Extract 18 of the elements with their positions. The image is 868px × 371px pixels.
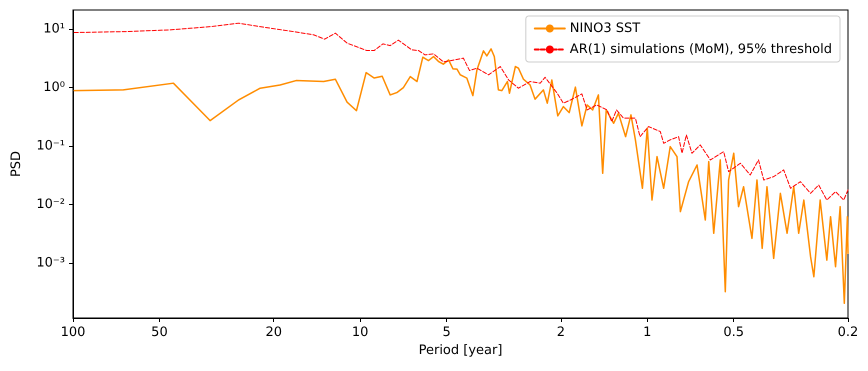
x-tick-label: 20 (265, 325, 282, 340)
x-tick-label: 100 (60, 325, 86, 340)
legend-label: NINO3 SST (570, 21, 640, 36)
x-tick-label: 1 (643, 325, 652, 340)
y-tick-label: 10⁰ (43, 80, 65, 95)
y-tick-label: 10⁻³ (36, 256, 65, 271)
x-tick-label: 0.2 (838, 325, 858, 340)
y-tick-label: 10¹ (43, 21, 65, 36)
y-axis-title: PSD (9, 150, 24, 178)
x-tick-label: 2 (556, 325, 565, 340)
x-tick-label: 50 (151, 325, 168, 340)
y-tick-label: 10⁻² (36, 196, 65, 212)
legend-label: AR(1) simulations (MoM), 95% threshold (570, 42, 832, 57)
x-tick-label: 10 (352, 325, 368, 340)
y-tick-label: 10⁻¹ (36, 138, 65, 154)
x-tick-label: 0.5 (723, 325, 744, 340)
x-axis-title: Period [year] (418, 342, 502, 358)
x-tick-label: 5 (442, 325, 451, 340)
